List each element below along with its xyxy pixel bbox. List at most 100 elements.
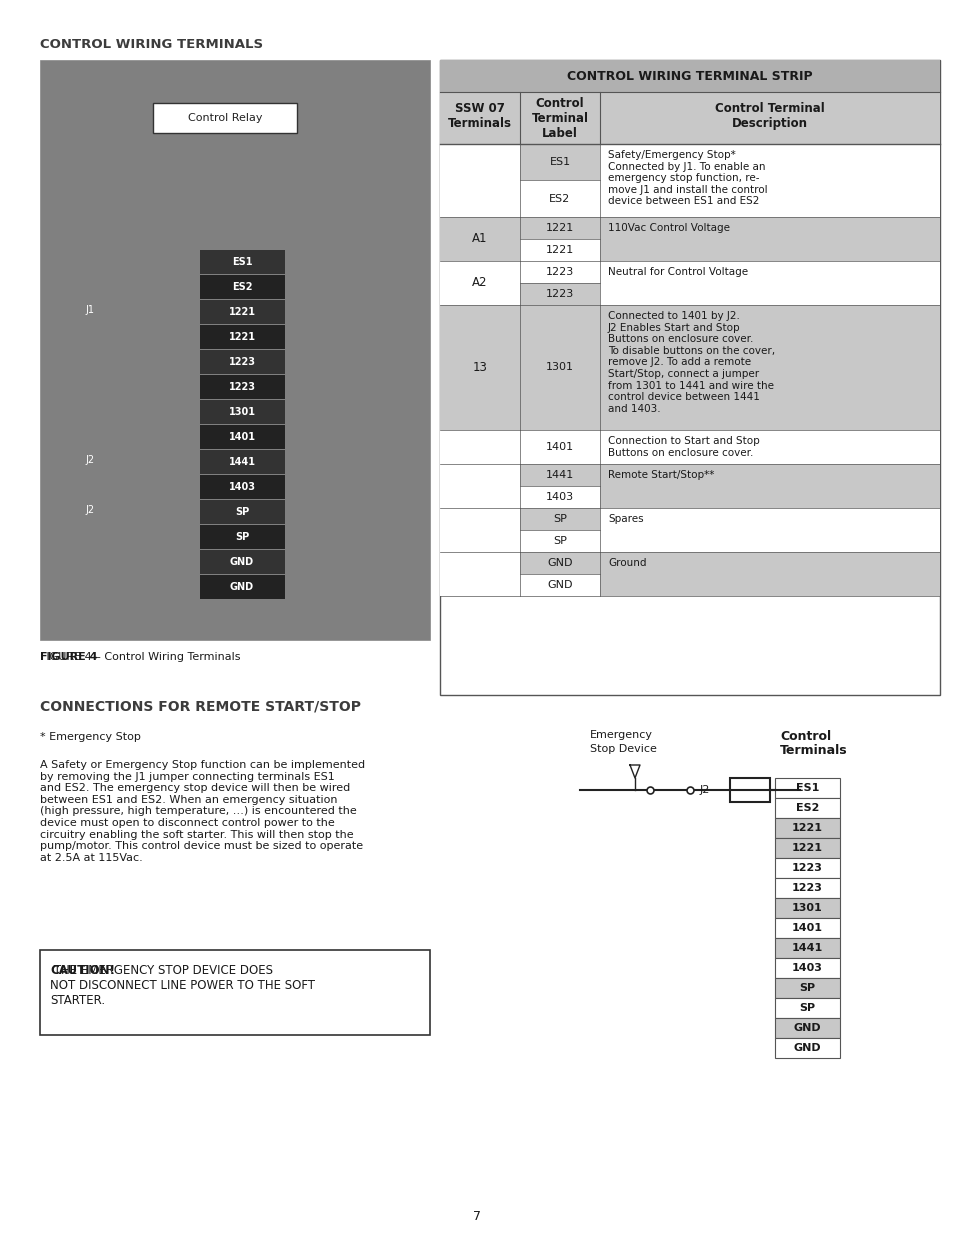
Text: 1221: 1221 — [791, 823, 822, 832]
Bar — [439, 61, 939, 695]
Bar — [774, 798, 840, 818]
Bar — [200, 475, 285, 499]
Bar — [200, 325, 285, 350]
Bar — [599, 144, 939, 217]
Bar — [439, 61, 939, 91]
Bar — [439, 217, 519, 261]
Bar — [519, 217, 599, 240]
Bar — [200, 375, 285, 399]
Text: Control: Control — [780, 730, 830, 743]
Text: 1223: 1223 — [229, 382, 255, 391]
Text: CONTROL WIRING TERMINALS: CONTROL WIRING TERMINALS — [40, 38, 263, 51]
Bar — [599, 217, 939, 261]
Text: 1223: 1223 — [791, 863, 822, 873]
Bar — [774, 939, 840, 958]
Bar — [774, 898, 840, 918]
Bar — [729, 778, 769, 802]
Text: J2: J2 — [86, 454, 94, 466]
Text: ES1: ES1 — [795, 783, 819, 793]
Text: J2: J2 — [86, 505, 94, 515]
Bar — [40, 61, 430, 640]
Bar — [774, 818, 840, 839]
Bar — [774, 978, 840, 998]
Bar — [519, 464, 599, 487]
Text: Connected to 1401 by J2.
J2 Enables Start and Stop
Buttons on enclosure cover.
T: Connected to 1401 by J2. J2 Enables Star… — [607, 311, 774, 414]
Text: CAUTION!: CAUTION! — [50, 965, 115, 977]
Text: 1221: 1221 — [229, 308, 255, 317]
Text: 1221: 1221 — [545, 245, 574, 254]
Text: Safety/Emergency Stop*
Connected by J1. To enable an
emergency stop function, re: Safety/Emergency Stop* Connected by J1. … — [607, 149, 767, 206]
Bar — [40, 950, 430, 1035]
Text: Remote Start/Stop**: Remote Start/Stop** — [607, 471, 714, 480]
Bar — [439, 552, 519, 597]
Bar — [519, 283, 599, 305]
Text: Terminals: Terminals — [780, 743, 846, 757]
Bar — [599, 261, 939, 305]
Bar — [200, 576, 285, 599]
Text: 1223: 1223 — [791, 883, 822, 893]
Text: 1401: 1401 — [791, 923, 822, 932]
Text: GND: GND — [793, 1023, 821, 1032]
Text: GND: GND — [793, 1044, 821, 1053]
Text: 1301: 1301 — [791, 903, 822, 913]
Bar — [519, 430, 599, 464]
Text: SP: SP — [234, 532, 249, 542]
Bar — [519, 261, 599, 283]
Text: GND: GND — [547, 558, 572, 568]
Text: 1221: 1221 — [229, 332, 255, 342]
Text: SSW 07
Terminals: SSW 07 Terminals — [448, 103, 512, 130]
Text: 13: 13 — [472, 361, 487, 374]
Text: 1441: 1441 — [229, 457, 255, 467]
Text: 1441: 1441 — [791, 944, 822, 953]
Text: 1403: 1403 — [791, 963, 822, 973]
Bar — [439, 464, 519, 508]
Text: SP: SP — [553, 514, 566, 524]
Bar — [200, 425, 285, 450]
Text: 1403: 1403 — [229, 482, 255, 492]
Text: ES1: ES1 — [232, 257, 252, 267]
Bar — [774, 998, 840, 1018]
Text: 1221: 1221 — [791, 844, 822, 853]
Text: ES2: ES2 — [795, 803, 819, 813]
Bar — [519, 530, 599, 552]
Text: CONTROL WIRING TERMINAL STRIP: CONTROL WIRING TERMINAL STRIP — [567, 69, 812, 83]
Bar — [439, 91, 519, 144]
Text: Control Terminal
Description: Control Terminal Description — [715, 103, 824, 130]
Text: SP: SP — [553, 536, 566, 546]
Text: Ground: Ground — [607, 558, 646, 568]
Bar — [599, 464, 939, 508]
Text: SP: SP — [799, 1003, 815, 1013]
Bar — [519, 144, 599, 180]
Bar — [519, 240, 599, 261]
Bar — [439, 305, 519, 430]
Text: 1401: 1401 — [229, 432, 255, 442]
Text: 1301: 1301 — [229, 408, 255, 417]
Bar — [774, 778, 840, 798]
Text: 1403: 1403 — [545, 492, 574, 501]
Bar — [774, 958, 840, 978]
Text: FIGURE 4: FIGURE 4 — [40, 652, 97, 662]
Text: GND: GND — [230, 557, 253, 567]
Text: A Safety or Emergency Stop function can be implemented
by removing the J1 jumper: A Safety or Emergency Stop function can … — [40, 760, 365, 863]
Text: 1301: 1301 — [545, 363, 574, 373]
Bar — [774, 878, 840, 898]
Text: 1401: 1401 — [545, 442, 574, 452]
Text: GND: GND — [230, 582, 253, 592]
Bar — [439, 430, 519, 464]
Bar — [439, 261, 519, 305]
Text: FIGURE 4 – Control Wiring Terminals: FIGURE 4 – Control Wiring Terminals — [40, 652, 240, 662]
Bar — [200, 400, 285, 424]
Text: ES1: ES1 — [549, 157, 570, 167]
Text: 7: 7 — [473, 1210, 480, 1223]
Text: * Emergency Stop: * Emergency Stop — [40, 732, 141, 742]
Text: Control Relay: Control Relay — [188, 112, 262, 124]
Text: J1: J1 — [86, 305, 94, 315]
Bar — [200, 249, 285, 274]
Bar — [200, 275, 285, 299]
Text: GND: GND — [547, 580, 572, 590]
Bar — [439, 508, 519, 552]
Text: Control
Terminal
Label: Control Terminal Label — [531, 98, 588, 140]
FancyBboxPatch shape — [152, 103, 296, 133]
Bar — [599, 508, 939, 552]
Bar — [519, 508, 599, 530]
